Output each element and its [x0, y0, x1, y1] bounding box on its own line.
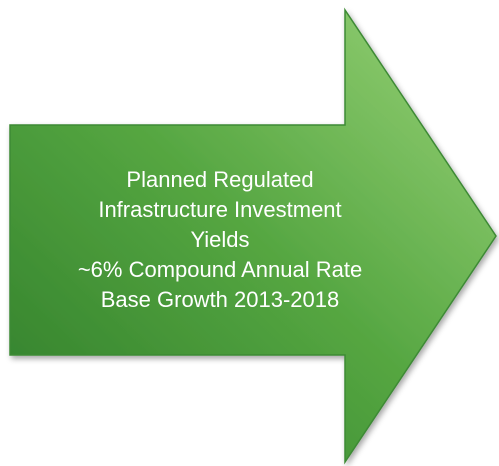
- arrow-text-line: ~6% Compound Annual Rate: [78, 257, 362, 282]
- arrow-text-line: Base Growth 2013-2018: [101, 287, 340, 312]
- arrow-text-line: Infrastructure Investment: [98, 197, 341, 222]
- arrow-text: Planned Regulated Infrastructure Investme…: [78, 167, 362, 312]
- arrow-text-line: Planned Regulated: [126, 167, 313, 192]
- arrow-text-line: Yields: [190, 227, 249, 252]
- arrow-shape: [9, 7, 497, 465]
